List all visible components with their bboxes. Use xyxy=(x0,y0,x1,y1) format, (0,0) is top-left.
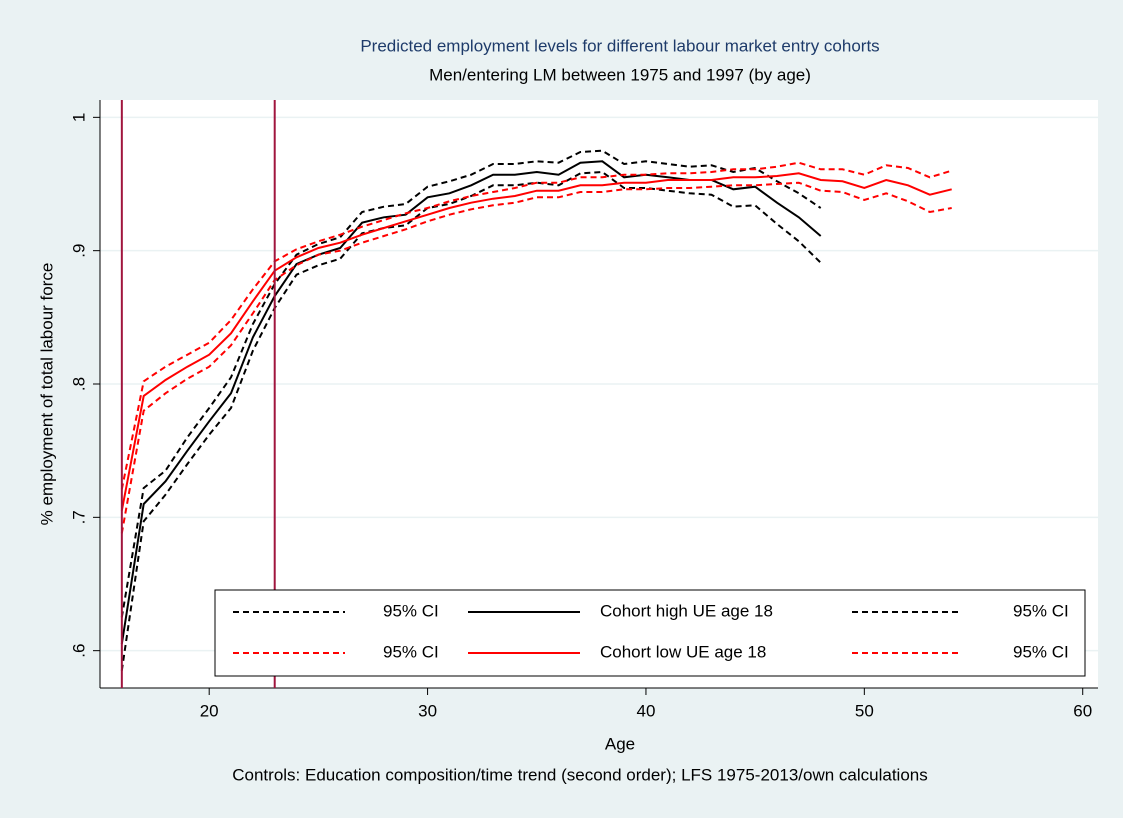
y-tick-label: .9 xyxy=(69,244,88,258)
legend-label: 95% CI xyxy=(383,642,439,661)
series-line xyxy=(120,149,822,618)
legend-label: Cohort high UE age 18 xyxy=(600,601,773,620)
x-axis-title: Age xyxy=(605,734,635,753)
x-tick-label: 60 xyxy=(1073,701,1092,720)
legend-label: 95% CI xyxy=(1013,601,1069,620)
x-tick-label: 50 xyxy=(855,701,874,720)
chart-subtitle: Men/entering LM between 1975 and 1997 (b… xyxy=(429,65,811,84)
x-tick-label: 30 xyxy=(418,701,437,720)
chart-title: Predicted employment levels for differen… xyxy=(360,36,879,55)
legend-label: 95% CI xyxy=(1013,642,1069,661)
legend-label: 95% CI xyxy=(383,601,439,620)
series-line xyxy=(120,170,822,671)
series-line xyxy=(120,161,952,490)
legend-label: Cohort low UE age 18 xyxy=(600,642,766,661)
y-tick-label: .7 xyxy=(69,510,88,524)
x-tick-label: 20 xyxy=(200,701,219,720)
y-tick-label: .6 xyxy=(69,644,88,658)
legend xyxy=(214,589,1086,677)
note: Controls: Education composition/time tre… xyxy=(232,765,927,784)
y-tick-label: 1 xyxy=(69,113,88,122)
y-tick-label: .8 xyxy=(69,377,88,391)
y-axis-title: % employment of total labour force xyxy=(37,263,56,526)
series-line xyxy=(120,172,952,511)
x-tick-label: 40 xyxy=(636,701,655,720)
